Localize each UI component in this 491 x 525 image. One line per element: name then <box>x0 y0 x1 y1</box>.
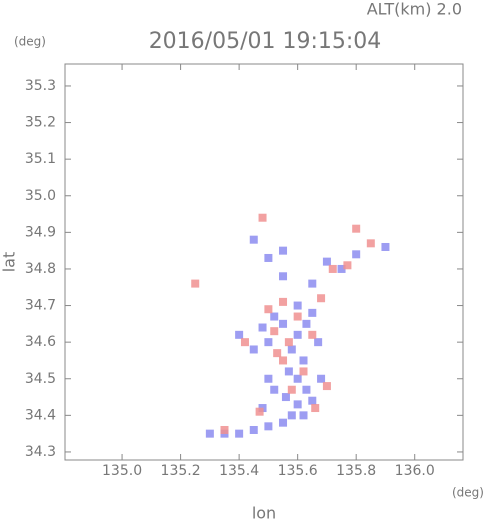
y-tick-label: 35.0 <box>25 188 56 204</box>
x-axis-label: lon <box>252 504 276 522</box>
echo-cell <box>270 327 279 336</box>
echo-cell <box>279 319 288 328</box>
echo-cell <box>205 429 214 438</box>
y-tick-label: 35.1 <box>25 151 56 167</box>
echo-cell <box>270 385 279 394</box>
echo-cell <box>287 385 296 394</box>
echo-cell <box>352 224 361 233</box>
echo-cell <box>255 407 264 416</box>
echo-cell <box>264 338 273 347</box>
echo-cell <box>317 374 326 383</box>
y-tick-label: 34.3 <box>25 444 56 460</box>
echo-cell <box>322 382 331 391</box>
x-tick-label: 135.0 <box>102 463 142 479</box>
echo-cell <box>273 349 282 358</box>
echo-cell <box>299 356 308 365</box>
echo-cell <box>299 411 308 420</box>
echo-cell <box>258 323 267 332</box>
echo-cell <box>293 400 302 409</box>
echo-cell <box>279 272 288 281</box>
x-tick-label: 135.4 <box>219 463 259 479</box>
x-tick-label: 135.8 <box>336 463 376 479</box>
echo-cell <box>281 393 290 402</box>
echo-cell <box>311 404 320 413</box>
altitude: ALT(km) 2.0 <box>367 0 462 19</box>
echo-cell <box>293 301 302 310</box>
echo-cell <box>279 246 288 255</box>
echo-cell <box>317 294 326 303</box>
y-tick-label: 35.2 <box>25 115 56 131</box>
echo-cell <box>258 213 267 222</box>
echo-cell <box>264 422 273 431</box>
echo-cell <box>249 235 258 244</box>
echo-cell <box>287 345 296 354</box>
echo-cell <box>279 356 288 365</box>
x-unit: (deg) <box>452 486 484 500</box>
echo-cell <box>293 330 302 339</box>
echo-cell <box>328 264 337 273</box>
echo-cell <box>235 429 244 438</box>
echo-cell <box>284 338 293 347</box>
echo-cell <box>264 305 273 314</box>
y-unit: (deg) <box>14 35 46 49</box>
y-tick-label: 34.4 <box>25 407 56 423</box>
echo-cell <box>343 261 352 270</box>
y-tick-label: 34.8 <box>25 261 56 277</box>
chart-title: 2016/05/01 19:15:04 <box>149 29 382 54</box>
y-tick-label: 34.7 <box>25 298 56 314</box>
echo-cell <box>249 345 258 354</box>
echo-cell <box>302 385 311 394</box>
echo-cell <box>235 330 244 339</box>
echo-cell <box>293 312 302 321</box>
echo-cell <box>352 250 361 259</box>
echo-cell <box>299 367 308 376</box>
echo-cell <box>366 239 375 248</box>
y-tick-label: 35.3 <box>25 78 56 94</box>
plot-frame <box>64 63 464 461</box>
echo-cell <box>293 374 302 383</box>
echo-cell <box>337 264 346 273</box>
y-axis-label: lat <box>0 252 19 273</box>
y-tick-label: 34.9 <box>25 224 56 240</box>
echo-cell <box>264 374 273 383</box>
echo-cell <box>308 330 317 339</box>
echo-cell <box>279 418 288 427</box>
echo-cell <box>249 425 258 434</box>
echo-cell <box>322 257 331 266</box>
echo-cell <box>314 338 323 347</box>
echo-cell <box>264 253 273 262</box>
echo-cell <box>284 367 293 376</box>
echo-cell <box>308 308 317 317</box>
x-tick-label: 135.6 <box>278 463 318 479</box>
echo-cell <box>279 297 288 306</box>
echo-cell <box>220 425 229 434</box>
echo-cell <box>240 338 249 347</box>
y-tick-label: 34.5 <box>25 371 56 387</box>
echo-cell <box>308 396 317 405</box>
y-tick-label: 34.6 <box>25 334 56 350</box>
x-tick-label: 135.2 <box>161 463 201 479</box>
echo-cell <box>302 319 311 328</box>
echo-cell <box>287 411 296 420</box>
x-tick-label: 136.0 <box>395 463 435 479</box>
echo-cell <box>308 279 317 288</box>
echo-cell <box>381 242 390 251</box>
echo-cell <box>191 279 200 288</box>
echo-cell <box>270 312 279 321</box>
